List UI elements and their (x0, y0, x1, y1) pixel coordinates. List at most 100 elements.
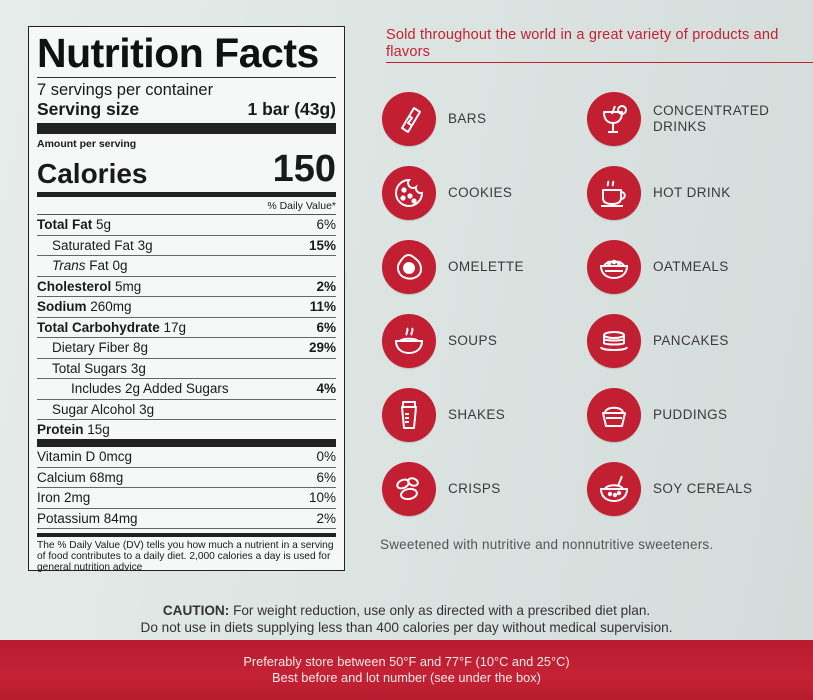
product-label: PANCAKES (653, 333, 729, 348)
storage-line-2: Best before and lot number (see under th… (272, 670, 541, 685)
nutrient-dv: 29% (308, 340, 336, 355)
nutrient-amount: 15g (87, 422, 110, 437)
nutrient-label: Iron (37, 490, 61, 505)
product-label: SOY CEREALS (653, 481, 753, 496)
nutrient-row-added-sugars: Includes 2g Added Sugars 4% (37, 379, 336, 400)
product-shakes: SHAKES (382, 388, 578, 442)
nutrient-amount: 2mg (64, 490, 91, 505)
nutrient-amount: 3g (139, 401, 155, 417)
product-puddings: PUDDINGS (587, 388, 783, 442)
product-oatmeals: OATMEALS (587, 240, 783, 294)
shaker-icon (382, 388, 436, 442)
amount-per-serving: Amount per serving (37, 138, 137, 150)
nutrient-row-sodium: Sodium 260mg 11% (37, 297, 336, 318)
nutrient-dv: 4% (316, 381, 336, 396)
product-label: OMELETTE (448, 259, 524, 274)
pudding-icon (587, 388, 641, 442)
nutrient-amount: 5g (96, 217, 112, 232)
product-label: CONCENTRATED DRINKS (653, 103, 770, 134)
nutrient-row-calcium: Calcium 68mg 6% (37, 468, 336, 488)
storage-line-1: Preferably store between 50°F and 77°F (… (243, 654, 570, 669)
oatmeal-bowl-icon (587, 240, 641, 294)
nutrient-label: Protein (37, 422, 84, 437)
tagline-underline (386, 62, 813, 63)
nutrient-amount: 260mg (90, 299, 132, 314)
caution-line-1: For weight reduction, use only as direct… (233, 603, 651, 618)
product-hot-drink: HOT DRINK (587, 166, 783, 220)
calories-label: Calories (37, 158, 148, 189)
product-omelette: OMELETTE (382, 240, 578, 294)
nutrient-row-total-fat: Total Fat 5g 6% (37, 215, 336, 236)
product-label: OATMEALS (653, 259, 729, 274)
nutrient-label: Vitamin D (37, 449, 96, 464)
nutrient-dv: 2% (316, 278, 336, 294)
nutrition-facts-panel: Nutrition Facts 7 servings per container… (28, 26, 345, 573)
calories-row: Calories 150 (37, 150, 336, 188)
storage-instructions: Preferably store between 50°F and 77°F (… (0, 654, 813, 686)
cereal-bowl-icon (587, 462, 641, 516)
nutrient-row-total-sugars: Total Sugars 3g (37, 359, 336, 379)
nutrient-amount: 8g (133, 340, 149, 355)
calories-value: 150 (272, 148, 336, 190)
nutrient-row-cholesterol: Cholesterol 5mg 2% (37, 277, 336, 297)
nutrient-label: Saturated Fat (52, 237, 134, 253)
cocktail-icon (587, 92, 641, 146)
nutrient-dv: 10% (308, 490, 336, 505)
servings-per-container: 7 servings per container (37, 81, 214, 99)
nutrient-dv: 2% (316, 510, 336, 526)
nutrient-label: Potassium (37, 510, 101, 526)
red-footer-band (0, 640, 813, 700)
product-concentrated-drinks: CONCENTRATED DRINKS (587, 92, 783, 146)
crisps-icon (382, 462, 436, 516)
caution-line-2: Do not use in diets supplying less than … (140, 620, 673, 635)
caution-notice: CAUTION: For weight reduction, use only … (0, 602, 813, 636)
product-label: PUDDINGS (653, 407, 728, 422)
sweetener-note: Sweetened with nutritive and nonnutritiv… (380, 537, 714, 552)
nutrient-label: Cholesterol (37, 278, 112, 294)
product-soy-cereals: SOY CEREALS (587, 462, 783, 516)
product-soups: SOUPS (382, 314, 578, 368)
nutrient-dv: 0% (316, 449, 336, 464)
nutrient-label: Includes 2g Added Sugars (71, 381, 229, 396)
nutrient-amount: 68mg (89, 469, 124, 485)
product-label: HOT DRINK (653, 185, 731, 200)
pancake-stack-icon (587, 314, 641, 368)
nutrient-dv: 15% (308, 237, 336, 253)
nutrient-label: Sugar Alcohol (52, 401, 136, 417)
divider-thick (37, 123, 336, 134)
nutrient-label: Total Sugars (52, 360, 128, 376)
daily-value-header: % Daily Value* (37, 197, 336, 215)
nutrient-amount: 5mg (115, 278, 142, 294)
product-label: SOUPS (448, 333, 498, 348)
nutrient-dv: 11% (309, 299, 336, 314)
nutrient-row-potassium: Potassium 84mg 2% (37, 509, 336, 529)
serving-size-value: 1 bar (43g) (247, 99, 337, 119)
daily-value-footnote: The % Daily Value (DV) tells you how muc… (37, 533, 336, 573)
tagline: Sold throughout the world in a great var… (386, 27, 779, 60)
nutrient-amount: Fat 0g (89, 258, 128, 273)
bar-icon (382, 92, 436, 146)
divider-medium (37, 192, 336, 197)
nutrient-label: Total Carbohydrate (37, 319, 160, 335)
nutrient-row-dietary-fiber: Dietary Fiber 8g 29% (37, 338, 336, 359)
serving-size-row: Serving size 1 bar (43g) (37, 99, 336, 119)
nutrient-label: Total Fat (37, 217, 93, 232)
nutrient-amount: 3g (130, 360, 146, 376)
nutrient-label: Calcium (37, 469, 86, 485)
product-label: COOKIES (448, 185, 513, 200)
nutrient-amount: 17g (163, 319, 187, 335)
nutrient-label: Sodium (37, 299, 87, 314)
product-cookies: COOKIES (382, 166, 578, 220)
product-crisps: CRISPS (382, 462, 578, 516)
nutrient-row-trans-fat: Trans Fat 0g (37, 256, 336, 277)
hot-cup-icon (587, 166, 641, 220)
nutrient-dv: 6% (316, 319, 336, 335)
nutrient-row-sugar-alcohol: Sugar Alcohol 3g (37, 400, 336, 420)
nutrient-label: Dietary Fiber (52, 340, 130, 355)
nutrient-dv: 6% (316, 217, 336, 232)
fried-egg-icon (382, 240, 436, 294)
caution-label: CAUTION: (162, 603, 230, 618)
nutrient-row-iron: Iron 2mg 10% (37, 488, 336, 509)
serving-size-label: Serving size (37, 99, 140, 119)
nutrient-row-protein: Protein 15g (37, 420, 336, 447)
